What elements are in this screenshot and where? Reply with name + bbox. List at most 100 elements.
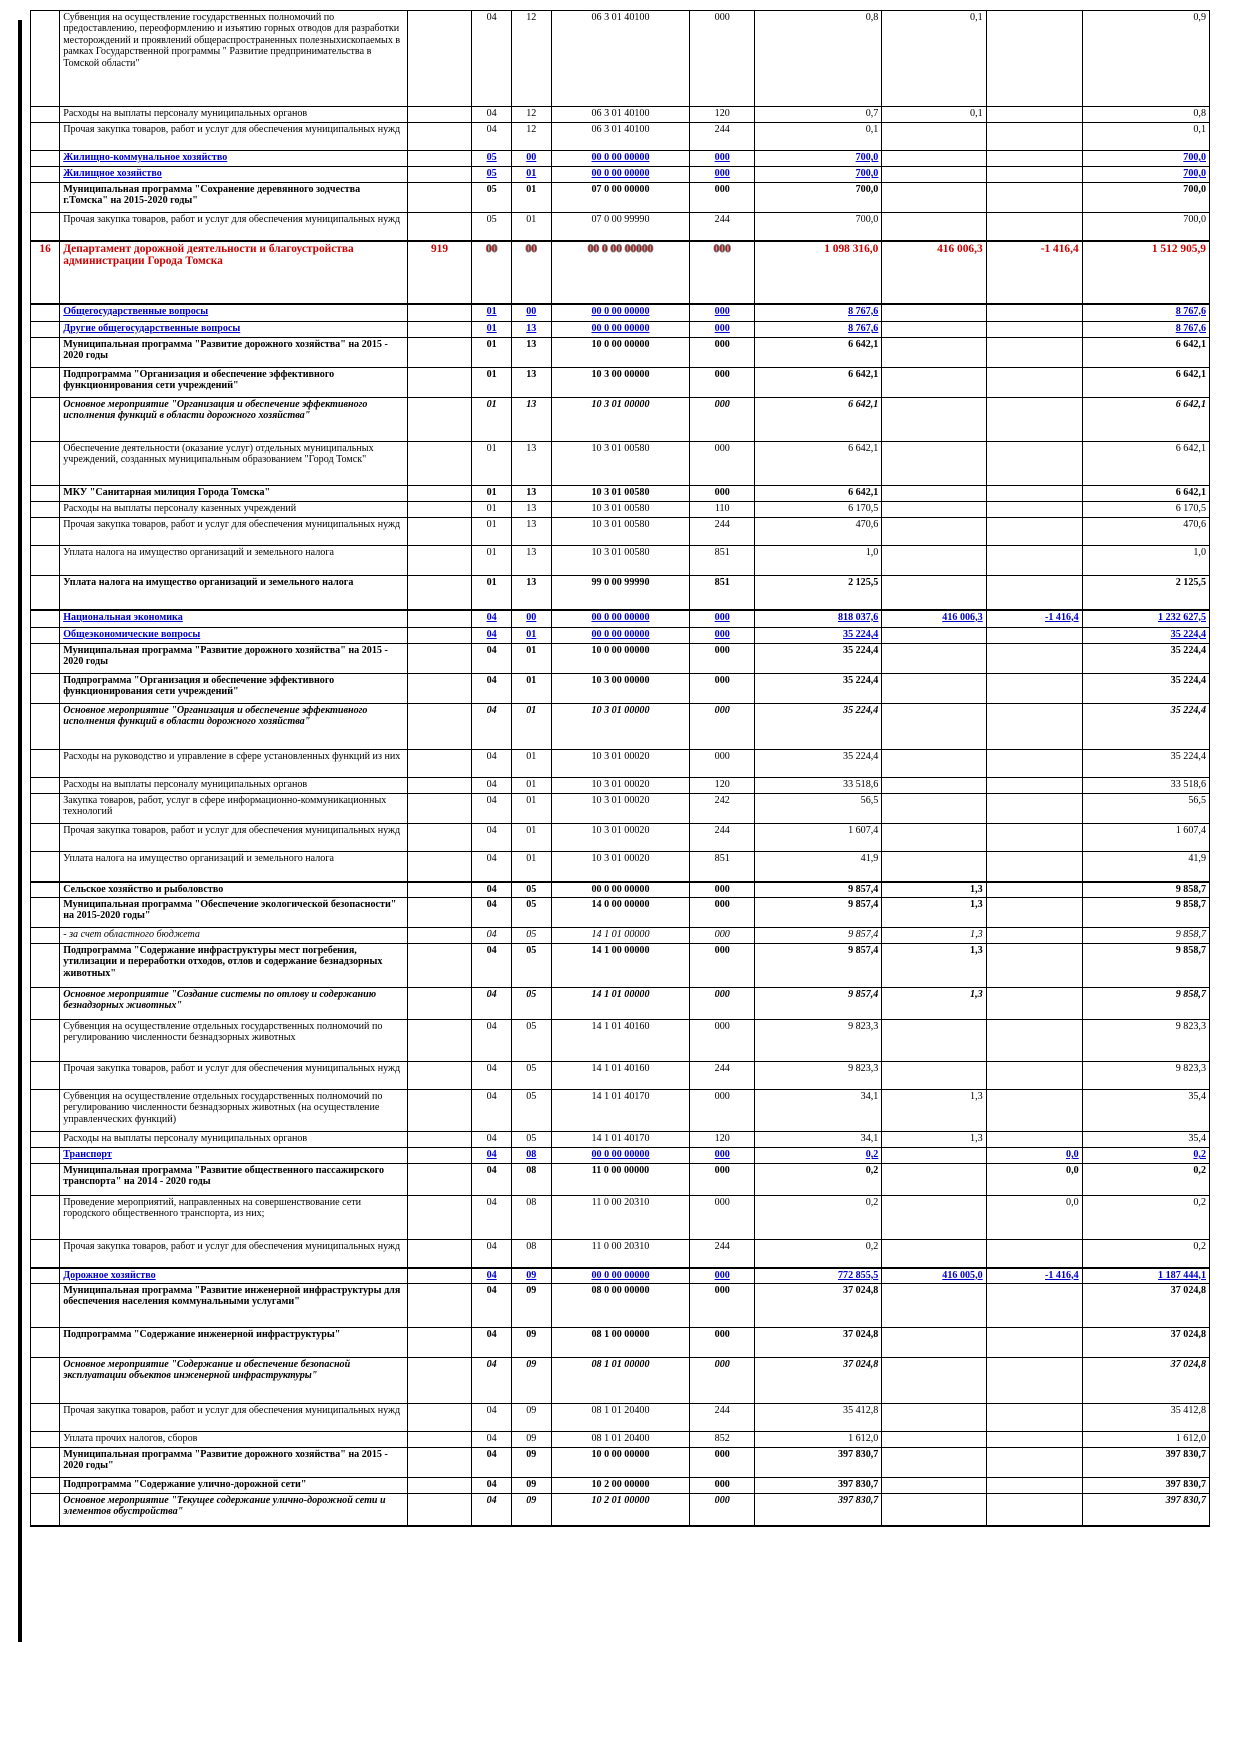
vedomstvo-code-cell [406, 182, 473, 213]
amount-decrease-cell [985, 1403, 1083, 1432]
amount-decrease-cell [985, 337, 1083, 368]
vedomstvo-code-cell [406, 1195, 473, 1240]
vedomstvo-code-cell [406, 575, 473, 610]
row-number-cell [29, 150, 61, 167]
vr-code-cell: 000 [689, 1477, 756, 1494]
vedomstvo-code-cell [406, 1266, 473, 1284]
row-number-cell [29, 441, 61, 486]
page-edge-rule [18, 20, 22, 1642]
row-number-cell [29, 367, 61, 398]
table-row: Подпрограмма "Содержание инженерной инфр… [29, 1327, 1211, 1358]
table-row: Жилищно-коммунальное хозяйство 05 00 00 0 0… [29, 150, 1211, 167]
vedomstvo-code-cell [406, 10, 473, 107]
row-number-cell [29, 987, 61, 1020]
csr-code-cell: 10 3 01 00580 [550, 501, 691, 518]
amount-decrease-cell [985, 793, 1083, 824]
amount-decrease-cell [985, 150, 1083, 167]
amount-plan-cell: 34,1 [754, 1131, 883, 1148]
amount-total-cell: 0,2 [1081, 1163, 1211, 1196]
razdel-code-cell: 04 [471, 1019, 512, 1062]
amount-increase-cell [881, 777, 987, 794]
amount-plan-cell: 700,0 [754, 212, 883, 241]
amount-decrease-cell [985, 943, 1083, 988]
podrazdel-code-cell: 01 [510, 823, 552, 852]
amount-increase-cell [881, 441, 987, 486]
expenditure-name-cell: Муниципальная программа "Развитие дорожн… [59, 337, 408, 368]
expenditure-name-cell: Дорожное хозяйство [59, 1266, 408, 1284]
razdel-code-cell: 04 [471, 749, 512, 778]
vedomstvo-code-cell [406, 367, 473, 398]
csr-code-cell: 11 0 00 20310 [550, 1239, 691, 1268]
csr-code-cell: 11 0 00 20310 [550, 1195, 691, 1240]
csr-code-cell: 10 3 00 00000 [550, 367, 691, 398]
csr-code-cell: 10 3 01 00020 [550, 777, 691, 794]
amount-plan-cell: 6 642,1 [754, 337, 883, 368]
amount-plan-cell: 35 224,4 [754, 627, 883, 644]
amount-decrease-cell [985, 673, 1083, 704]
amount-total-cell: 8 767,6 [1081, 303, 1211, 322]
amount-decrease-cell [985, 122, 1083, 151]
amount-plan-cell: 34,1 [754, 1089, 883, 1132]
vedomstvo-code-cell [406, 943, 473, 988]
amount-decrease-cell [985, 166, 1083, 183]
row-number-cell [29, 303, 61, 322]
amount-plan-cell: 0,2 [754, 1147, 883, 1164]
razdel-code-cell: 04 [471, 851, 512, 882]
vr-code-cell: 244 [689, 122, 756, 151]
vr-code-cell: 120 [689, 1131, 756, 1148]
vedomstvo-code-cell [406, 501, 473, 518]
amount-total-cell: 35 224,4 [1081, 673, 1211, 704]
vedomstvo-code-cell [406, 1403, 473, 1432]
amount-total-cell: 41,9 [1081, 851, 1211, 882]
table-row: Национальная экономика 04 00 00 0 00 00000 0… [29, 608, 1211, 628]
csr-code-cell: 00 0 00 00000 [550, 1147, 691, 1164]
row-number-cell [29, 212, 61, 241]
table-row: Транспорт 04 08 00 0 00 00000 000 0,2 0,0 0,2 [29, 1147, 1211, 1164]
expenditure-name-cell: Прочая закупка товаров, работ и услуг дл… [59, 1403, 408, 1432]
expenditure-name-cell: Расходы на выплаты персоналу муниципальн… [59, 1131, 408, 1148]
razdel-code-cell: 04 [471, 1195, 512, 1240]
table-row: Прочая закупка товаров, работ и услуг дл… [29, 212, 1211, 241]
amount-plan-cell: 0,2 [754, 1239, 883, 1268]
amount-total-cell: 1 512 905,9 [1081, 239, 1211, 305]
table-row: Субвенция на осуществление государственн… [29, 10, 1211, 107]
vr-code-cell: 000 [689, 321, 756, 338]
amount-increase-cell [881, 1357, 987, 1404]
table-row: Расходы на выплаты персоналу казенных уч… [29, 501, 1211, 518]
csr-code-cell: 99 0 00 99990 [550, 575, 691, 610]
amount-increase-cell [881, 122, 987, 151]
podrazdel-code-cell: 01 [510, 643, 552, 674]
razdel-code-cell: 04 [471, 1266, 512, 1284]
amount-increase-cell [881, 643, 987, 674]
podrazdel-code-cell: 01 [510, 673, 552, 704]
vr-code-cell: 000 [689, 397, 756, 442]
podrazdel-code-cell: 09 [510, 1403, 552, 1432]
amount-decrease-cell [985, 485, 1083, 502]
amount-increase-cell [881, 1239, 987, 1268]
amount-total-cell: 9 823,3 [1081, 1061, 1211, 1090]
row-number-cell [29, 943, 61, 988]
vedomstvo-code-cell [406, 643, 473, 674]
vedomstvo-code-cell [406, 897, 473, 928]
amount-increase-cell [881, 1019, 987, 1062]
podrazdel-code-cell: 05 [510, 927, 552, 944]
vr-code-cell: 000 [689, 880, 756, 898]
amount-increase-cell [881, 1147, 987, 1164]
vedomstvo-code-cell [406, 150, 473, 167]
vedomstvo-code-cell [406, 793, 473, 824]
amount-plan-cell: 700,0 [754, 166, 883, 183]
amount-plan-cell: 1 607,4 [754, 823, 883, 852]
razdel-code-cell: 04 [471, 793, 512, 824]
amount-decrease-cell [985, 1431, 1083, 1448]
amount-increase-cell [881, 823, 987, 852]
amount-increase-cell [881, 1477, 987, 1494]
row-number-cell [29, 1431, 61, 1448]
vr-code-cell: 000 [689, 1089, 756, 1132]
amount-total-cell: 6 170,5 [1081, 501, 1211, 518]
expenditure-name-cell: Муниципальная программа "Развитие общест… [59, 1163, 408, 1196]
table-row: Общеэкономические вопросы 04 01 00 0 00 000… [29, 627, 1211, 644]
table-row: Другие общегосударственные вопросы 01 13 00… [29, 321, 1211, 338]
csr-code-cell: 10 0 00 00000 [550, 643, 691, 674]
budget-expenditure-table: Субвенция на осуществление государственн… [29, 10, 1211, 1527]
row-number-cell [29, 749, 61, 778]
